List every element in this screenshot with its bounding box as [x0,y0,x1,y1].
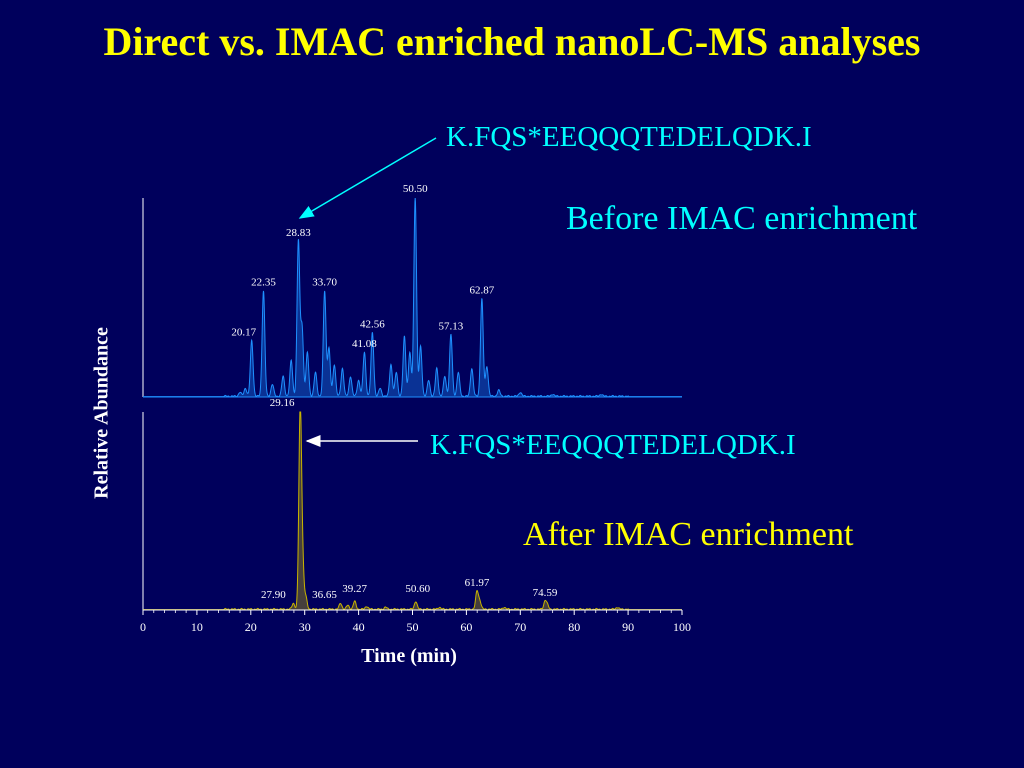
x-axis-title: Time (min) [361,645,457,667]
x-tick-label-90: 90 [622,620,634,634]
x-axis: 0 10 20 30 40 50 60 70 80 90 100 [140,610,691,634]
peak-label-39-27: 39.27 [342,583,367,595]
x-tick-label-50: 50 [407,620,419,634]
arrow-to-28-83-peak [298,137,437,219]
peak-label-22-35: 22.35 [251,277,276,289]
after-enrichment-panel: 27.90 29.16 36.65 39.27 50.60 61.97 74.59 [142,397,682,611]
peak-label-57-13: 57.13 [439,320,464,332]
after-enrichment-caption: After IMAC enrichment [523,516,854,553]
peak-label-50-60: 50.60 [405,583,430,595]
x-tick-label-60: 60 [460,620,472,634]
x-tick-label-100: 100 [673,620,691,634]
x-tick-label-80: 80 [568,620,580,634]
peak-label-29-16: 29.16 [270,397,295,409]
peak-label-28-83: 28.83 [286,227,311,239]
before-enrichment-caption: Before IMAC enrichment [566,200,918,237]
before-enrichment-panel: 20.17 22.35 28.83 33.70 41.08 42.56 50.50 57.13… [142,183,682,398]
x-tick-label-10: 10 [191,620,203,634]
peak-label-74-59: 74.59 [533,587,558,599]
peak-label-33-70: 33.70 [312,277,337,289]
y-axis-title: Relative Abundance [90,327,113,499]
peptide-annotation-bottom: K.FQS*EEQQQTEDELQDK.I [430,429,796,461]
peak-label-20-17: 20.17 [231,326,256,338]
peak-label-62-87: 62.87 [469,284,494,296]
slide-title: Direct vs. IMAC enriched nanoLC-MS analy… [103,19,921,64]
peak-label-61-97: 61.97 [465,577,490,589]
x-tick-label-30: 30 [299,620,311,634]
peak-label-36-65: 36.65 [312,589,337,601]
peak-label-42-56: 42.56 [360,318,385,330]
peak-label-50-50: 50.50 [403,183,428,195]
peptide-annotation-top: K.FQS*EEQQQTEDELQDK.I [446,121,812,153]
x-tick-label-40: 40 [353,620,365,634]
x-tick-label-70: 70 [514,620,526,634]
peak-label-41-08: 41.08 [352,338,377,350]
x-tick-label-0: 0 [140,620,146,634]
x-tick-label-20: 20 [245,620,257,634]
peak-label-27-90: 27.90 [261,589,286,601]
